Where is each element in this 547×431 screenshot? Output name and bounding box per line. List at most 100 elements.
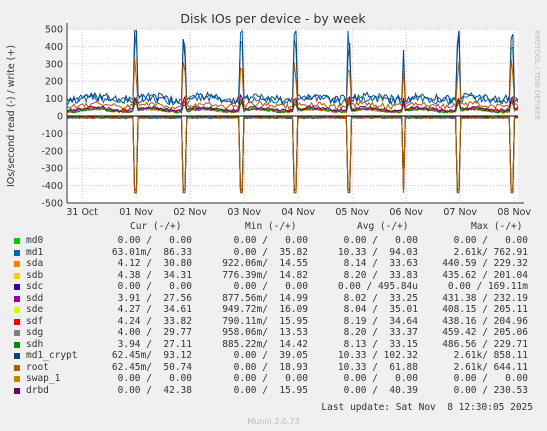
legend-cur-value: 4.24 / 33.82 (117, 315, 192, 327)
legend-avg-value: 10.33 / 61.88 (337, 361, 418, 373)
legend-avg-value: 8.20 / 33.37 (343, 327, 418, 338)
chart-title: Disk IOs per device - by week (180, 11, 366, 26)
legend-min-value: 958.06m/ 13.53 (222, 327, 308, 338)
legend-swatch (14, 238, 20, 244)
x-tick-label: 07 Nov (443, 207, 477, 218)
legend-max-value: 459.42 / 205.06 (442, 327, 528, 338)
legend-row-drbd: drbd 0.00 / 42.38 0.00 / 15.95 0.00 / 40.39… (0, 385, 547, 397)
y-tick-label: 0 (57, 112, 63, 123)
legend-max-value: 431.38 / 232.19 (442, 292, 528, 304)
legend-min-value: 0.00 / 18.93 (233, 361, 308, 373)
x-tick-label: 02 Nov (173, 207, 207, 218)
legend-cur-value: 0.00 / 0.00 (117, 235, 192, 246)
legend-series-name: sdg (26, 327, 44, 338)
legend-max-value: 0.00 / 169.11m (447, 281, 528, 292)
x-tick-label: 03 Nov (227, 207, 261, 218)
legend-header-max: Max (-/+) (471, 221, 523, 232)
y-tick-label: -500 (41, 199, 63, 210)
legend-max-value: 0.00 / 0.00 (453, 235, 528, 246)
legend-swatch (14, 341, 20, 348)
legend-swatch (14, 330, 20, 336)
y-tick-label: -200 (41, 146, 63, 157)
x-tick-label: 05 Nov (335, 207, 369, 218)
legend-header-min: Min (-/+) (245, 221, 297, 232)
y-tick-label: 500 (45, 25, 63, 36)
legend-avg-value: 8.19 / 34.64 (343, 315, 418, 327)
legend-cur-value: 4.38 / 34.31 (117, 269, 192, 281)
legend-max-value: 408.15 / 205.11 (442, 304, 528, 315)
y-axis-label: IOs/second read (-) / write (+) (6, 45, 17, 187)
series-line-root-read (66, 116, 519, 194)
legend-series-name: root (26, 361, 49, 373)
legend-min-value: 0.00 / 0.00 (233, 235, 308, 246)
y-tick-label: 100 (45, 94, 63, 105)
legend-avg-value: 8.13 / 33.15 (343, 338, 418, 350)
x-tick-label: 01 Nov (119, 207, 153, 218)
y-tick-label: 400 (45, 42, 63, 53)
series-line-drbd-write (66, 93, 519, 113)
legend-avg-value: 8.14 / 33.63 (343, 258, 418, 269)
y-tick-label: 200 (45, 77, 63, 88)
legend-cur-value: 4.12 / 30.80 (117, 258, 192, 269)
legend-min-value: 877.56m/ 14.99 (222, 292, 308, 304)
legend-swatch (14, 284, 20, 290)
y-tick-label: 300 (45, 59, 63, 70)
legend-series-name: md1 (26, 246, 44, 258)
legend-swatch (14, 364, 20, 371)
legend-max-value: 438.16 / 204.96 (442, 315, 528, 327)
legend-series-name: sdc (26, 281, 44, 292)
y-tick-label: -100 (41, 129, 63, 140)
legend-series-name: md1_crypt (26, 350, 78, 361)
legend-row-md1_crypt: md1_crypt 62.45m/ 93.12 0.00 / 39.05 10.33 … (0, 350, 547, 362)
legend-series-name: sdb (26, 269, 44, 281)
legend-row-sdh: sdh 3.94 / 27.11 885.22m/ 14.42 8.13 / 33.1… (0, 339, 547, 351)
legend-series-name: md0 (26, 235, 44, 246)
legend-row-md1: md1 63.01m/ 86.33 0.00 / 35.82 10.33 / 94.0… (0, 247, 547, 259)
legend-avg-value: 0.00 / 0.00 (343, 373, 418, 384)
rrdtool-credit: RRDTOOL / TOBI OETIKER (533, 30, 541, 121)
munin-version: Munin 2.0.73 (247, 417, 300, 426)
legend-avg-value: 10.33 / 94.03 (337, 246, 418, 258)
legend-cur-value: 0.00 / 0.00 (117, 281, 192, 292)
legend-swatch (14, 295, 20, 302)
legend-avg-value: 8.20 / 33.83 (343, 269, 418, 281)
legend-row-sdg: sdg 4.00 / 29.77 958.06m/ 13.53 8.20 / 33.3… (0, 327, 547, 339)
series-line-root-write (66, 58, 519, 111)
legend-series-name: drbd (26, 384, 49, 396)
legend-cur-value: 63.01m/ 86.33 (111, 246, 192, 258)
legend-row-md0: md0 0.00 / 0.00 0.00 / 0.00 0.00 / 0.00 0.00… (0, 235, 547, 247)
legend-cur-value: 0.00 / 0.00 (117, 373, 192, 384)
legend-min-value: 776.39m/ 14.82 (222, 269, 308, 281)
disk-io-chart: -500 -400 -300 -200 -100 0 100 200 300 400 500 31 O… (6, 11, 532, 218)
legend-avg-value: 0.00 / 0.00 (343, 235, 418, 246)
legend-cur-value: 3.91 / 27.56 (117, 292, 192, 304)
legend-row-sdc: sdc 0.00 / 0.00 0.00 / 0.00 0.00 / 495.84u 0… (0, 281, 547, 293)
legend-cur-value: 0.00 / 42.38 (117, 384, 192, 396)
legend-max-value: 440.59 / 229.32 (442, 258, 528, 269)
legend-avg-value: 0.00 / 40.39 (343, 384, 418, 396)
legend-series-name: sdh (26, 338, 44, 350)
legend-min-value: 790.11m/ 15.95 (222, 315, 308, 327)
legend-cur-value: 62.45m/ 93.12 (111, 350, 192, 361)
legend-row-sdb: sdb 4.38 / 34.31 776.39m/ 14.82 8.20 / 33.8… (0, 270, 547, 282)
legend-row-sde: sde 4.27 / 34.61 949.72m/ 16.09 8.04 / 35.0… (0, 304, 547, 316)
legend-row-swap_1: swap_1 0.00 / 0.00 0.00 / 0.00 0.00 / 0.00 0… (0, 373, 547, 385)
last-update: Last update: Sat Nov 8 12:30:05 2025 (321, 402, 533, 413)
legend-swatch (14, 249, 20, 256)
legend-swatch (14, 353, 20, 359)
legend-max-value: 2.61k/ 644.11 (453, 361, 528, 373)
legend-max-value: 435.62 / 201.04 (442, 269, 528, 281)
legend-cur-value: 62.45m/ 50.74 (111, 361, 192, 373)
legend-row-sdd: sdd 3.91 / 27.56 877.56m/ 14.99 8.02 / 33.2… (0, 293, 547, 305)
legend-avg-value: 10.33 / 102.32 (337, 350, 418, 361)
legend-swatch (14, 307, 20, 313)
x-tick-label: 08 Nov (497, 207, 531, 218)
legend-swatch (14, 261, 20, 267)
legend-swatch (14, 387, 20, 394)
x-tick-label: 06 Nov (389, 207, 423, 218)
legend-min-value: 0.00 / 0.00 (233, 373, 308, 384)
legend-series-name: swap_1 (26, 373, 61, 384)
legend-min-value: 0.00 / 39.05 (233, 350, 308, 361)
legend-min-value: 885.22m/ 14.42 (222, 338, 308, 350)
legend-avg-value: 8.04 / 35.01 (343, 304, 418, 315)
